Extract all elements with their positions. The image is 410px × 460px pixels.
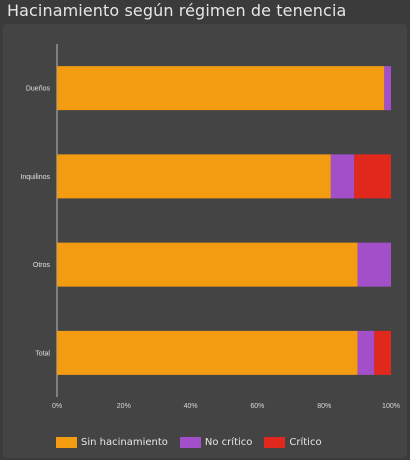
x-tick-label: 60% — [250, 403, 264, 410]
legend-item[interactable]: Crítico — [264, 436, 322, 448]
legend-label: Sin hacinamiento — [81, 436, 168, 448]
legend-item[interactable]: Sin hacinamiento — [56, 436, 168, 448]
bar-segment-otros-0[interactable] — [57, 242, 358, 287]
bar-segment-inquilinos-2[interactable] — [354, 154, 391, 199]
legend-swatch — [179, 436, 201, 448]
bar-segment-inquilinos-1[interactable] — [330, 154, 355, 199]
category-label: Dueños — [26, 86, 51, 93]
legend-item[interactable]: No crítico — [179, 436, 253, 448]
category-label: Inquilinos — [20, 174, 50, 181]
bar-segment-total-2[interactable] — [374, 330, 391, 375]
legend-label: Crítico — [289, 436, 322, 448]
legend-swatch — [264, 436, 286, 448]
category-label: Total — [35, 350, 50, 357]
x-tick-label: 100% — [382, 403, 400, 410]
bar-segment-dueños-1[interactable] — [384, 66, 391, 111]
x-tick-label: 40% — [184, 403, 198, 410]
bar-segment-dueños-0[interactable] — [57, 66, 385, 111]
bar-segment-total-0[interactable] — [57, 330, 358, 375]
legend-swatch — [56, 436, 77, 448]
bar-segment-otros-1[interactable] — [357, 242, 391, 287]
x-tick-label: 20% — [117, 403, 131, 410]
category-label: Otros — [33, 262, 51, 269]
bar-segment-total-1[interactable] — [357, 330, 375, 375]
x-tick-label: 0% — [52, 403, 62, 410]
legend-label: No crítico — [204, 436, 253, 448]
chart-title: Hacinamiento según régimen de tenencia — [7, 1, 347, 20]
bar-segment-inquilinos-0[interactable] — [57, 154, 331, 199]
chart-legend: Sin hacinamiento No crítico Crítico — [56, 435, 334, 449]
x-tick-label: 80% — [317, 403, 331, 410]
